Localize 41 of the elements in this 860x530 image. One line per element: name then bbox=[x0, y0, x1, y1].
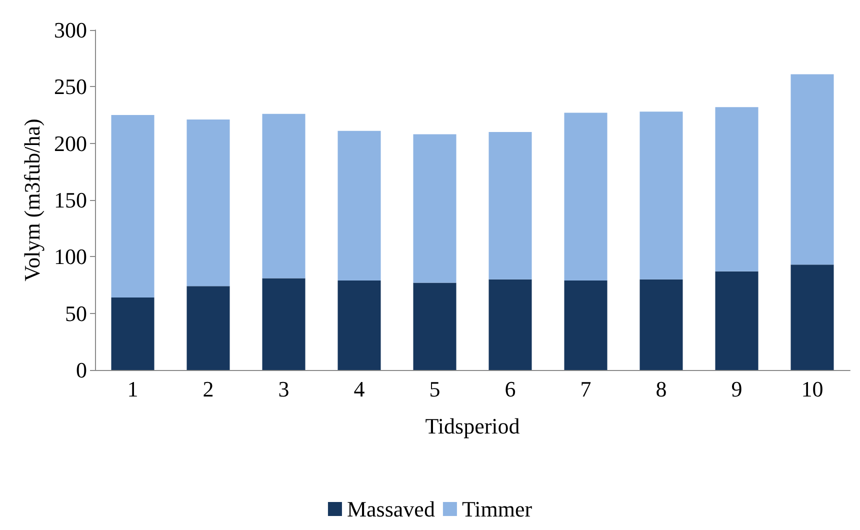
bar bbox=[715, 271, 758, 370]
x-tick-label: 5 bbox=[429, 376, 440, 402]
legend-label: Massaved bbox=[346, 496, 435, 522]
x-tick-label: 7 bbox=[580, 376, 592, 402]
y-tick-label: 200 bbox=[54, 130, 87, 156]
y-tick-label: 300 bbox=[54, 18, 87, 42]
bar bbox=[262, 278, 306, 370]
x-tick-label: 10 bbox=[801, 376, 824, 402]
y-tick-label: 50 bbox=[65, 300, 87, 326]
bar bbox=[413, 134, 456, 283]
y-axis-title: Volym (m3fub/ha) bbox=[20, 118, 45, 282]
x-tick-label: 9 bbox=[731, 376, 742, 402]
x-tick-label: 2 bbox=[202, 376, 214, 402]
bar bbox=[186, 120, 230, 286]
bar bbox=[640, 279, 683, 370]
x-axis-title: Tidsperiod bbox=[425, 414, 520, 438]
bar bbox=[640, 112, 683, 280]
x-tick-label: 6 bbox=[504, 376, 516, 402]
y-tick-label: 150 bbox=[54, 188, 87, 212]
bar bbox=[338, 130, 381, 280]
bar bbox=[413, 282, 456, 370]
x-tick-label: 4 bbox=[354, 376, 365, 402]
bar bbox=[488, 279, 532, 370]
x-tick-label: 8 bbox=[656, 376, 667, 402]
bar bbox=[111, 115, 154, 298]
legend-label: Timmer bbox=[462, 496, 533, 522]
x-tick-label: 1 bbox=[127, 376, 138, 402]
bar bbox=[262, 114, 306, 278]
bar bbox=[790, 264, 834, 370]
bar bbox=[564, 280, 608, 370]
bar bbox=[111, 297, 154, 370]
bar bbox=[790, 74, 834, 265]
y-tick-label: 250 bbox=[54, 74, 87, 100]
y-tick-label: 100 bbox=[54, 244, 87, 270]
bar bbox=[564, 112, 608, 280]
bar bbox=[715, 107, 758, 272]
x-tick-label: 3 bbox=[278, 376, 290, 402]
bar bbox=[338, 280, 381, 370]
bar bbox=[186, 286, 230, 370]
y-tick-label: 0 bbox=[76, 358, 87, 382]
bar bbox=[488, 132, 532, 280]
